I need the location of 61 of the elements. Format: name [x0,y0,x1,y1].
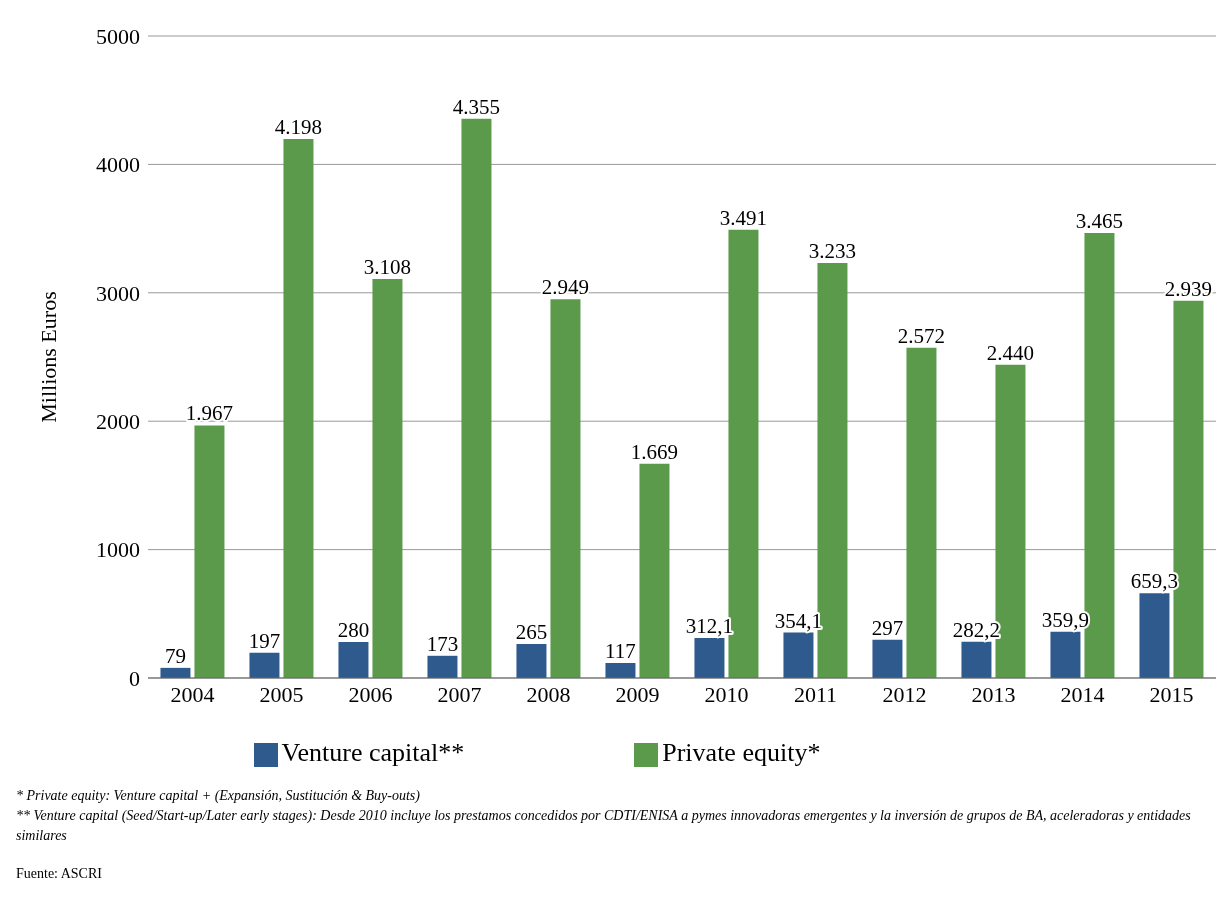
x-tick-label: 2013 [971,681,1016,707]
bar [1139,593,1170,678]
x-tick-label: 2005 [259,681,304,707]
data-label: 280 [337,618,370,643]
bar [461,118,492,678]
bar [639,463,670,678]
data-label: 3.465 [1075,209,1124,234]
text: ** Venture capital (Seed/Start-up/Later early stages): Desde 2010 incluye los prestamos concedidos por CDTI/ENISA a pymes innovadoras emergentes y la inversión de grupos de BA, aceleradoras y entidades similares [16,807,1192,845]
data-label: 265 [515,619,548,644]
bar [338,642,369,678]
y-axis-title: Millions Euros [35,291,61,423]
data-label: 1.669 [630,439,679,464]
data-label: 1.967 [185,401,234,426]
bar [906,347,937,678]
data-label: 3.108 [363,254,412,279]
data-label: 173 [426,631,459,656]
bar [872,639,903,678]
bar [194,425,225,678]
bar [516,643,547,678]
x-tick-label: 2009 [615,681,660,707]
bar [1050,631,1081,678]
legend-label: Venture capital** [281,738,465,767]
bar [372,278,403,678]
x-tick-label: 2012 [882,681,927,707]
y-tick-label: 1000 [96,537,140,563]
y-tick-label: 0 [129,665,140,691]
bar [605,662,636,678]
bar [783,632,814,678]
y-tick-label: 4000 [96,152,140,178]
y-tick-label: 3000 [96,280,140,306]
data-label: 4.355 [452,94,501,119]
data-label: 2.572 [897,323,946,348]
bar [249,652,280,678]
data-label: 197 [248,628,281,653]
x-tick-label: 2014 [1060,681,1105,707]
x-tick-label: 2011 [793,681,838,707]
bar [694,637,725,678]
legend-label: Private equity* [662,738,821,767]
y-tick-label: 2000 [96,409,140,435]
data-label: 2.949 [541,275,590,300]
x-tick-label: 2004 [170,681,215,707]
bar [550,299,581,678]
x-tick-label: 2008 [526,681,571,707]
bar [283,138,314,678]
x-tick-label: 2007 [437,681,482,707]
x-tick-label: 2010 [704,681,749,707]
data-label: 3.233 [808,238,857,263]
bar [427,655,458,678]
x-tick-label: 2006 [348,681,393,707]
data-label: 3.491 [719,205,768,230]
data-label: 2.939 [1164,276,1213,301]
text: * Private equity: Venture capital + (Expansión, Sustitución & Buy-outs) [16,787,421,805]
data-label: 79 [164,643,186,668]
bar [961,641,992,678]
data-label: 2.440 [986,340,1035,365]
x-tick-label: 2015 [1149,681,1194,707]
data-label: 117 [605,638,636,663]
y-tick-label: 5000 [96,23,140,49]
source-note: Fuente: ASCRI [16,865,103,883]
data-label: 4.198 [274,114,323,139]
data-label: 297 [871,615,904,640]
